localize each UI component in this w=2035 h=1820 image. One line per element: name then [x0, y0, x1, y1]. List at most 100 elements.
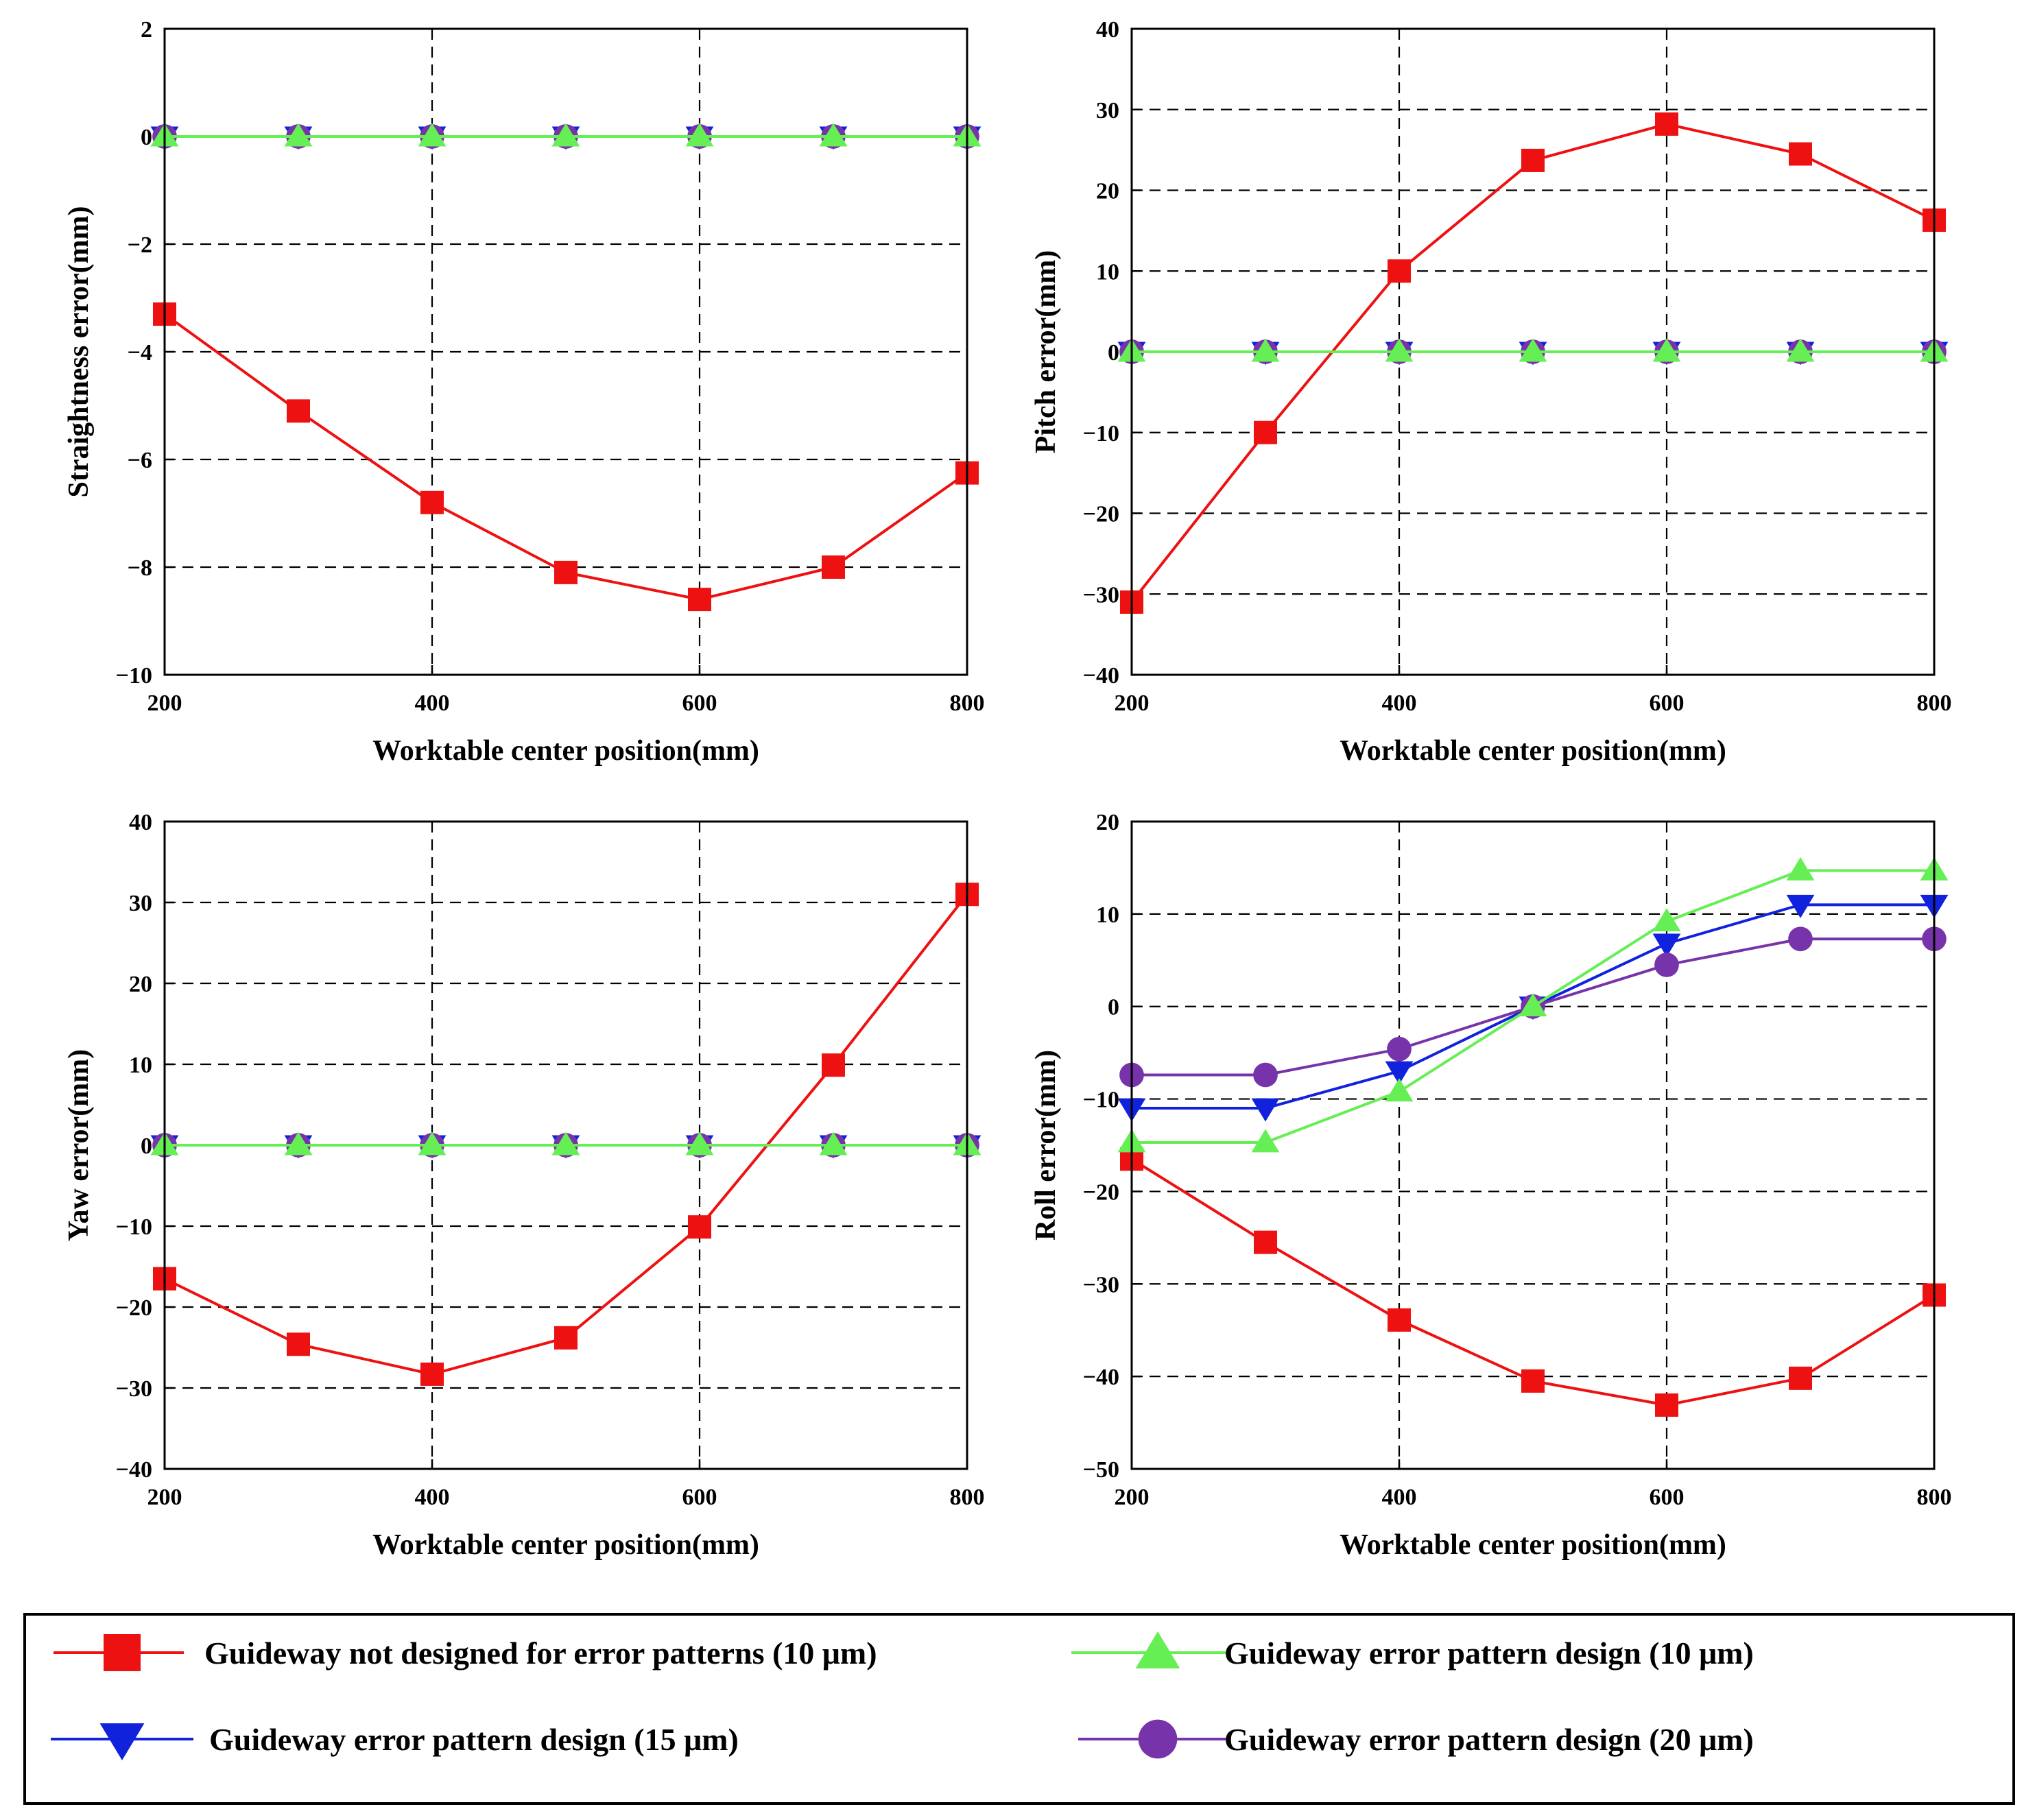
x-tick-label: 400 [415, 691, 450, 716]
y-tick-label: −20 [1083, 1180, 1119, 1205]
x-tick-label: 600 [1650, 691, 1685, 716]
data-point [284, 1131, 313, 1156]
data-point [1655, 112, 1678, 136]
data-point [420, 490, 444, 514]
x-tick-label: 800 [950, 691, 985, 716]
y-tick-label: −20 [116, 1295, 152, 1321]
plot-frame [163, 820, 968, 1470]
legend-label: Guideway error pattern design (10 μm) [1224, 1636, 1754, 1671]
legend-label: Guideway error pattern design (20 μm) [1224, 1722, 1754, 1757]
x-axis-title: Worktable center position(mm) [372, 1529, 759, 1561]
x-tick-label: 400 [1382, 1485, 1417, 1510]
y-tick-label: 0 [141, 125, 152, 150]
chart-panel-1: −10 −8 −6 −4 −2 0 2 200 400 600 800 Worktable cente… [63, 17, 985, 767]
data-point [1789, 142, 1812, 166]
y-tick-label: −6 [128, 448, 152, 473]
x-tick-label: 200 [1115, 1485, 1150, 1510]
chart-panel-4: −50 −40 −30 −20 −10 0 10 20 200 400 600 800 Worktabl… [1030, 810, 1952, 1561]
legend-marker [104, 1634, 141, 1671]
data-point [1788, 926, 1813, 952]
data-point [685, 1131, 714, 1156]
x-axis-title: Worktable center position(mm) [1340, 735, 1726, 767]
data-point [1388, 259, 1411, 283]
data-point [1254, 1230, 1277, 1254]
y-tick-label: 40 [129, 810, 152, 835]
x-axis-title: Worktable center position(mm) [372, 735, 759, 767]
legend-box [23, 1613, 2015, 1805]
data-point [287, 1332, 310, 1356]
y-tick-label: −40 [1083, 1365, 1119, 1390]
data-point [1254, 420, 1277, 444]
x-tick-label: 400 [415, 1485, 450, 1510]
y-tick-label: −30 [116, 1376, 152, 1402]
y-tick-label: 20 [1096, 810, 1119, 835]
data-point [554, 1326, 578, 1350]
y-tick-label: −50 [1083, 1457, 1119, 1483]
x-axis-title: Worktable center position(mm) [1340, 1529, 1726, 1561]
data-point [688, 588, 711, 612]
y-axis-title: Straightness error(mm) [63, 206, 95, 498]
plot-frame [1130, 820, 1936, 1470]
x-tick-label: 800 [1917, 1485, 1952, 1510]
chart-panel-3: −40 −30 −20 −10 0 10 20 30 40 200 400 600 800 Worktab… [63, 810, 985, 1561]
y-tick-label: 10 [129, 1053, 152, 1078]
data-point [819, 1131, 848, 1156]
chart-panel-2: −40 −30 −20 −10 0 10 20 30 40 200 400 600 800 Worktab… [1030, 17, 1952, 767]
y-tick-label: 0 [1108, 995, 1119, 1020]
data-point [1385, 338, 1414, 362]
y-axis-title: Roll error(mm) [1030, 1050, 1062, 1241]
x-tick-label: 600 [682, 1485, 717, 1510]
x-tick-label: 200 [1115, 691, 1150, 716]
data-point [1521, 1369, 1545, 1393]
data-point [1253, 1062, 1278, 1088]
series-markers-1 [1120, 112, 1946, 614]
y-tick-label: −10 [1083, 1088, 1119, 1113]
x-tick-label: 600 [682, 691, 717, 716]
data-point [1789, 1366, 1812, 1390]
data-point [1519, 338, 1547, 362]
y-tick-label: −4 [128, 340, 152, 366]
data-point [822, 1053, 845, 1077]
y-tick-label: −40 [116, 1457, 152, 1483]
series-markers-4 [1117, 338, 1949, 362]
legend-label: Guideway error pattern design (15 μm) [209, 1722, 739, 1757]
series-markers-4 [1117, 857, 1949, 1153]
y-tick-label: 0 [1108, 340, 1119, 366]
data-point [1655, 1393, 1678, 1417]
y-tick-label: −20 [1083, 502, 1119, 527]
x-tick-label: 200 [147, 1485, 182, 1510]
x-tick-label: 600 [1650, 1485, 1685, 1510]
data-point [551, 123, 580, 147]
data-point [287, 399, 310, 423]
legend-item-2: Guideway error pattern design (10 μm) [1071, 1631, 1754, 1671]
legend-marker [99, 1723, 145, 1761]
y-tick-label: 30 [1096, 98, 1119, 123]
data-point [1786, 857, 1815, 881]
y-tick-label: 20 [1096, 179, 1119, 204]
plot-frame [1130, 27, 1936, 676]
legend-item-4: Guideway error pattern design (20 μm) [1078, 1719, 1754, 1759]
data-point [1385, 1078, 1414, 1102]
data-point [554, 560, 578, 584]
data-point [688, 1215, 711, 1239]
y-tick-label: 10 [1096, 902, 1119, 928]
data-point [1385, 1061, 1414, 1085]
y-tick-label: −30 [1083, 582, 1119, 608]
data-point [1654, 953, 1679, 977]
x-tick-label: 800 [950, 1485, 985, 1510]
y-tick-label: 20 [129, 972, 152, 997]
y-tick-label: 10 [1096, 259, 1119, 285]
data-point [284, 123, 313, 147]
x-tick-label: 400 [1382, 691, 1417, 716]
data-point [1652, 908, 1681, 932]
y-axis-title: Pitch error(mm) [1030, 250, 1062, 454]
data-point [420, 1362, 444, 1386]
y-tick-label: 0 [141, 1134, 152, 1159]
data-point [1519, 993, 1547, 1017]
data-point [551, 1131, 580, 1156]
data-point [685, 123, 714, 147]
y-tick-label: 30 [129, 891, 152, 916]
legend: Guideway not designed for error patterns… [23, 1613, 2015, 1805]
